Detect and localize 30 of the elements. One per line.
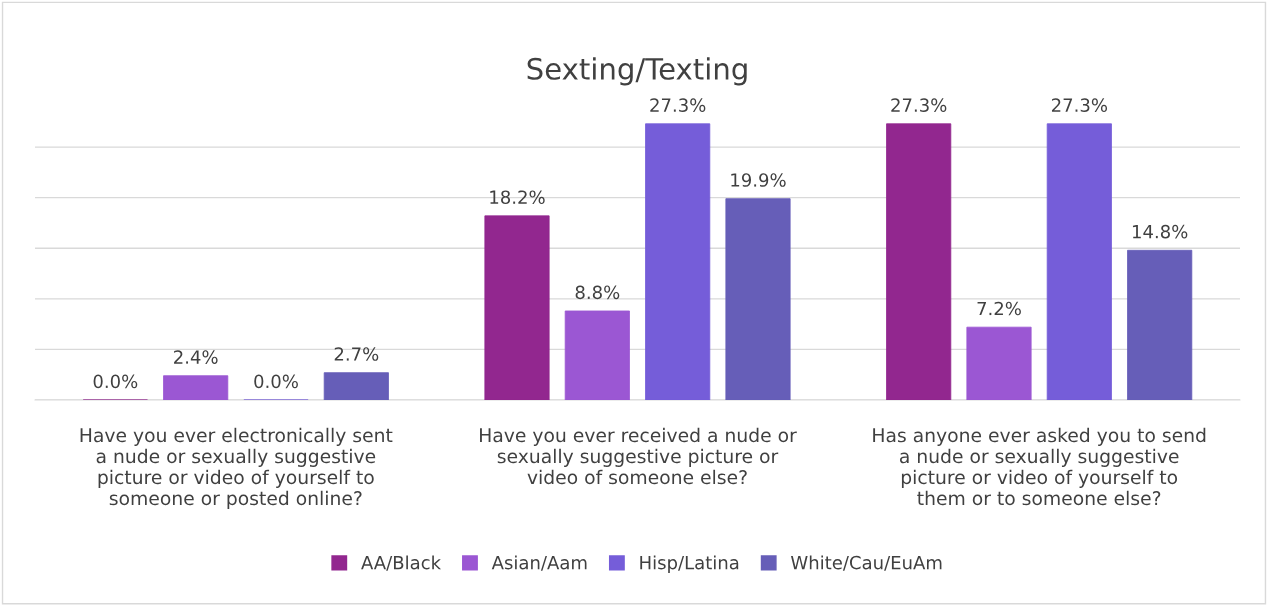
bar: [1127, 249, 1193, 400]
bar: [484, 215, 550, 400]
data-label: 7.2%: [977, 301, 1021, 316]
data-label: 8.8%: [575, 285, 620, 300]
data-label: 0.0%: [254, 374, 298, 389]
bar: [163, 375, 229, 400]
x-tick-label: Have you ever received a nude or sexually suggestive picture or video of someone else?: [480, 427, 797, 485]
bar: [323, 372, 389, 400]
bar: [645, 123, 711, 400]
chart-title: Sexting/Texting: [527, 57, 747, 86]
data-label: 14.8%: [1132, 224, 1188, 239]
data-label: 18.2%: [490, 190, 545, 205]
data-label: 2.7%: [334, 347, 379, 361]
bar: [966, 326, 1032, 400]
x-tick-label: Have you ever electronically sent a nude or sexually suggestive picture or video of yourself to someone or posted online?: [80, 427, 393, 509]
legend-label: Hisp/Latina: [640, 555, 739, 573]
data-label: 2.4%: [174, 350, 218, 364]
legend-label: Asian/Aam: [491, 555, 587, 571]
data-label: 0.0%: [93, 374, 138, 389]
bar: [1046, 123, 1112, 400]
bar: [725, 198, 791, 400]
legend-label: AA/Black: [361, 555, 442, 571]
x-tick-label: Has anyone ever asked you to send a nude or sexually suggestive picture or video of yourself to them or to someone else?: [873, 427, 1206, 506]
data-label: 27.3%: [1051, 98, 1108, 112]
bar: [886, 123, 952, 400]
data-label: 27.3%: [891, 98, 947, 112]
bar: [564, 310, 630, 400]
data-label: 27.3%: [650, 98, 706, 112]
data-label: 19.9%: [731, 173, 786, 187]
legend-label: White/Cau/EuAm: [790, 555, 942, 571]
